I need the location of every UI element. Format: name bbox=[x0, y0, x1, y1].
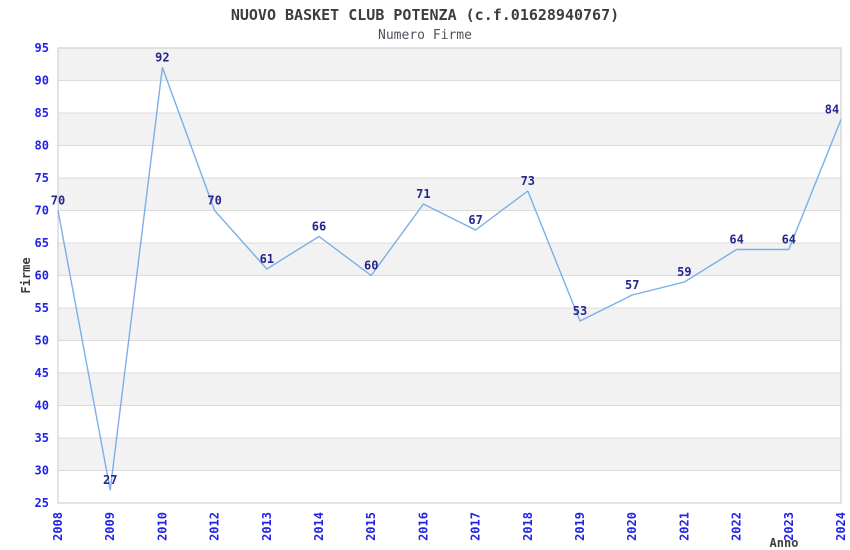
y-tick-label: 55 bbox=[35, 301, 49, 315]
x-tick-label: 2013 bbox=[260, 512, 274, 541]
y-tick-label: 30 bbox=[35, 464, 49, 478]
y-tick-label: 65 bbox=[35, 236, 49, 250]
data-label: 64 bbox=[782, 233, 796, 247]
x-tick-label: 2018 bbox=[521, 512, 535, 541]
x-tick-label: 2014 bbox=[312, 512, 326, 541]
data-label: 59 bbox=[677, 265, 691, 279]
data-label: 27 bbox=[103, 473, 117, 487]
x-tick-label: 2015 bbox=[364, 512, 378, 541]
x-tick-label: 2019 bbox=[573, 512, 587, 541]
plot-band bbox=[58, 48, 841, 81]
x-axis-title: Anno bbox=[770, 536, 799, 550]
x-tick-label: 2009 bbox=[103, 512, 117, 541]
x-tick-label: 2008 bbox=[51, 512, 65, 541]
plot-band bbox=[58, 438, 841, 471]
y-tick-label: 40 bbox=[35, 399, 49, 413]
data-label: 67 bbox=[468, 213, 482, 227]
data-label: 70 bbox=[207, 194, 221, 208]
data-label: 53 bbox=[573, 304, 587, 318]
y-tick-label: 75 bbox=[35, 171, 49, 185]
y-tick-label: 50 bbox=[35, 334, 49, 348]
x-tick-label: 2012 bbox=[208, 512, 222, 541]
y-tick-label: 25 bbox=[35, 496, 49, 510]
x-tick-label: 2016 bbox=[416, 512, 430, 541]
data-label: 73 bbox=[521, 174, 535, 188]
y-tick-label: 70 bbox=[35, 204, 49, 218]
y-tick-label: 45 bbox=[35, 366, 49, 380]
data-label: 84 bbox=[825, 103, 839, 117]
data-line bbox=[57, 66, 842, 491]
y-tick-label: 60 bbox=[35, 269, 49, 283]
x-tick-label: 2010 bbox=[155, 512, 169, 541]
data-label: 60 bbox=[364, 259, 378, 273]
chart-subtitle: Numero Firme bbox=[378, 28, 472, 43]
data-label: 66 bbox=[312, 220, 326, 234]
data-label: 57 bbox=[625, 278, 639, 292]
plot-band bbox=[58, 178, 841, 211]
y-tick-label: 90 bbox=[35, 74, 49, 88]
plot-band bbox=[58, 113, 841, 146]
data-label: 64 bbox=[729, 233, 743, 247]
x-tick-label: 2021 bbox=[677, 512, 691, 541]
x-tick-label: 2024 bbox=[834, 512, 848, 541]
data-label: 71 bbox=[416, 187, 430, 201]
chart-title: NUOVO BASKET CLUB POTENZA (c.f.016289407… bbox=[230, 6, 620, 24]
x-tick-label: 2017 bbox=[469, 512, 483, 541]
y-tick-label: 85 bbox=[35, 106, 49, 120]
x-tick-label: 2020 bbox=[625, 512, 639, 541]
plot-band bbox=[58, 308, 841, 341]
y-tick-label: 35 bbox=[35, 431, 49, 445]
plot-band bbox=[58, 373, 841, 406]
x-tick-label: 2022 bbox=[730, 512, 744, 541]
data-label: 70 bbox=[51, 194, 65, 208]
x-tick-label: 2023 bbox=[782, 512, 796, 541]
y-tick-label: 95 bbox=[35, 41, 49, 55]
data-label: 92 bbox=[155, 51, 169, 65]
plot-border bbox=[57, 47, 842, 504]
y-tick-label: 80 bbox=[35, 139, 49, 153]
plot-band bbox=[58, 243, 841, 276]
y-axis-title: Firme bbox=[19, 257, 33, 293]
data-label: 61 bbox=[260, 252, 274, 266]
